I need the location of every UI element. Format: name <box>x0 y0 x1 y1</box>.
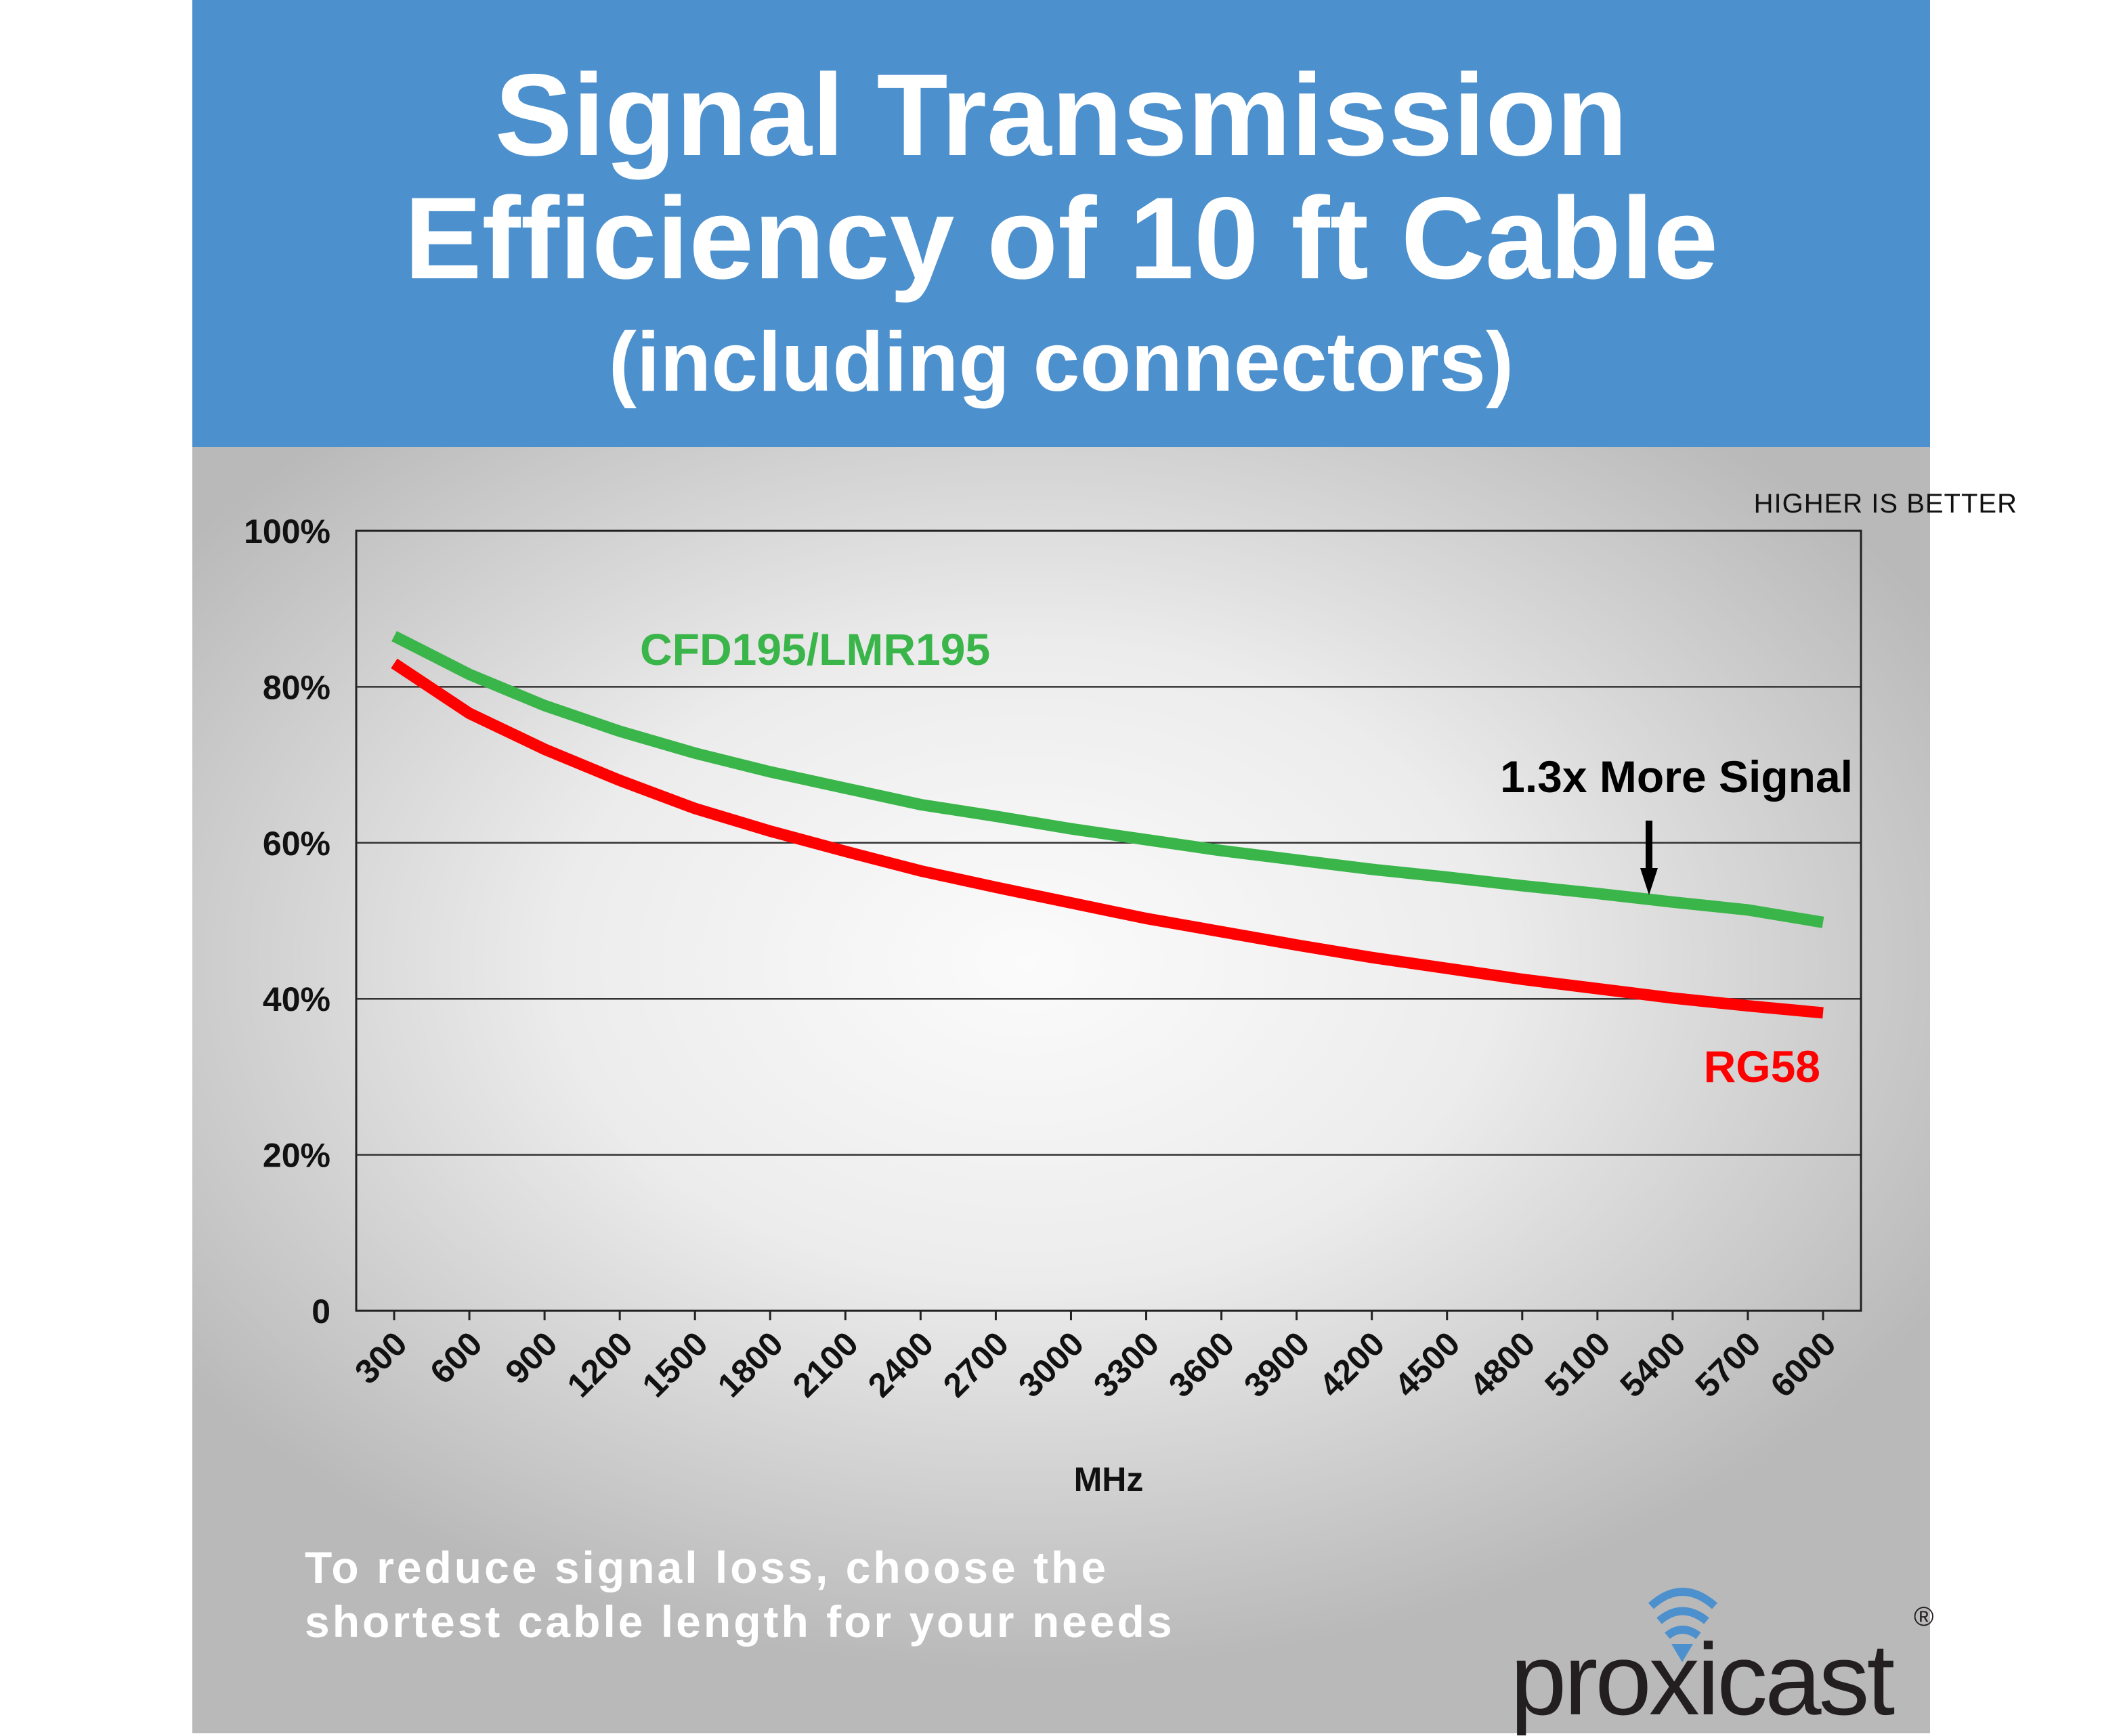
plot-frame <box>356 531 1861 1311</box>
x-tick-label: 3000 <box>1011 1324 1091 1404</box>
x-tick-label: 5700 <box>1688 1324 1768 1404</box>
x-tick-label: 4500 <box>1387 1324 1467 1404</box>
x-tick-label: 4200 <box>1312 1324 1392 1404</box>
x-tick-label: 3900 <box>1237 1324 1317 1404</box>
x-tick-label: 3300 <box>1086 1324 1166 1404</box>
x-tick-label: 1500 <box>635 1324 715 1404</box>
x-tick-label: 1200 <box>560 1324 640 1404</box>
x-axis-label: MHz <box>1074 1460 1144 1498</box>
logo-text: proxicast <box>1510 1632 1892 1727</box>
x-tick-label: 4800 <box>1462 1324 1542 1404</box>
x-tick-label: 900 <box>498 1324 565 1391</box>
x-tick-label: 6000 <box>1763 1324 1843 1404</box>
x-tick-label: 3600 <box>1161 1324 1241 1404</box>
x-tick-label: 300 <box>347 1324 414 1391</box>
x-tick-label: 2100 <box>786 1324 865 1404</box>
x-tick-label: 2400 <box>861 1324 941 1404</box>
x-tick-label: 1800 <box>710 1324 790 1404</box>
series-label-rg58: RG58 <box>1704 1041 1820 1091</box>
series-label-cfd195-lmr195: CFD195/LMR195 <box>640 624 990 674</box>
x-tick-label: 5400 <box>1612 1324 1692 1404</box>
y-tick-label: 40% <box>263 980 330 1018</box>
footer-tip: To reduce signal loss, choose the shorte… <box>305 1540 1175 1649</box>
arrow-down-icon <box>1640 868 1658 895</box>
y-tick-label: 80% <box>263 668 330 706</box>
annotation-text: 1.3x More Signal <box>1500 752 1853 802</box>
proxicast-logo: proxicast ® <box>1510 1564 1944 1727</box>
registered-mark: ® <box>1914 1602 1933 1632</box>
footer-line-1: To reduce signal loss, choose the <box>305 1540 1175 1594</box>
x-tick-label: 600 <box>423 1324 490 1391</box>
x-tick-label: 5100 <box>1537 1324 1617 1404</box>
footer-line-2: shortest cable length for your needs <box>305 1594 1175 1649</box>
y-tick-label: 20% <box>263 1137 330 1175</box>
y-tick-label: 60% <box>263 825 330 863</box>
y-tick-label: 0 <box>312 1293 330 1330</box>
y-tick-label: 100% <box>244 513 330 550</box>
x-tick-label: 2700 <box>936 1324 1016 1404</box>
